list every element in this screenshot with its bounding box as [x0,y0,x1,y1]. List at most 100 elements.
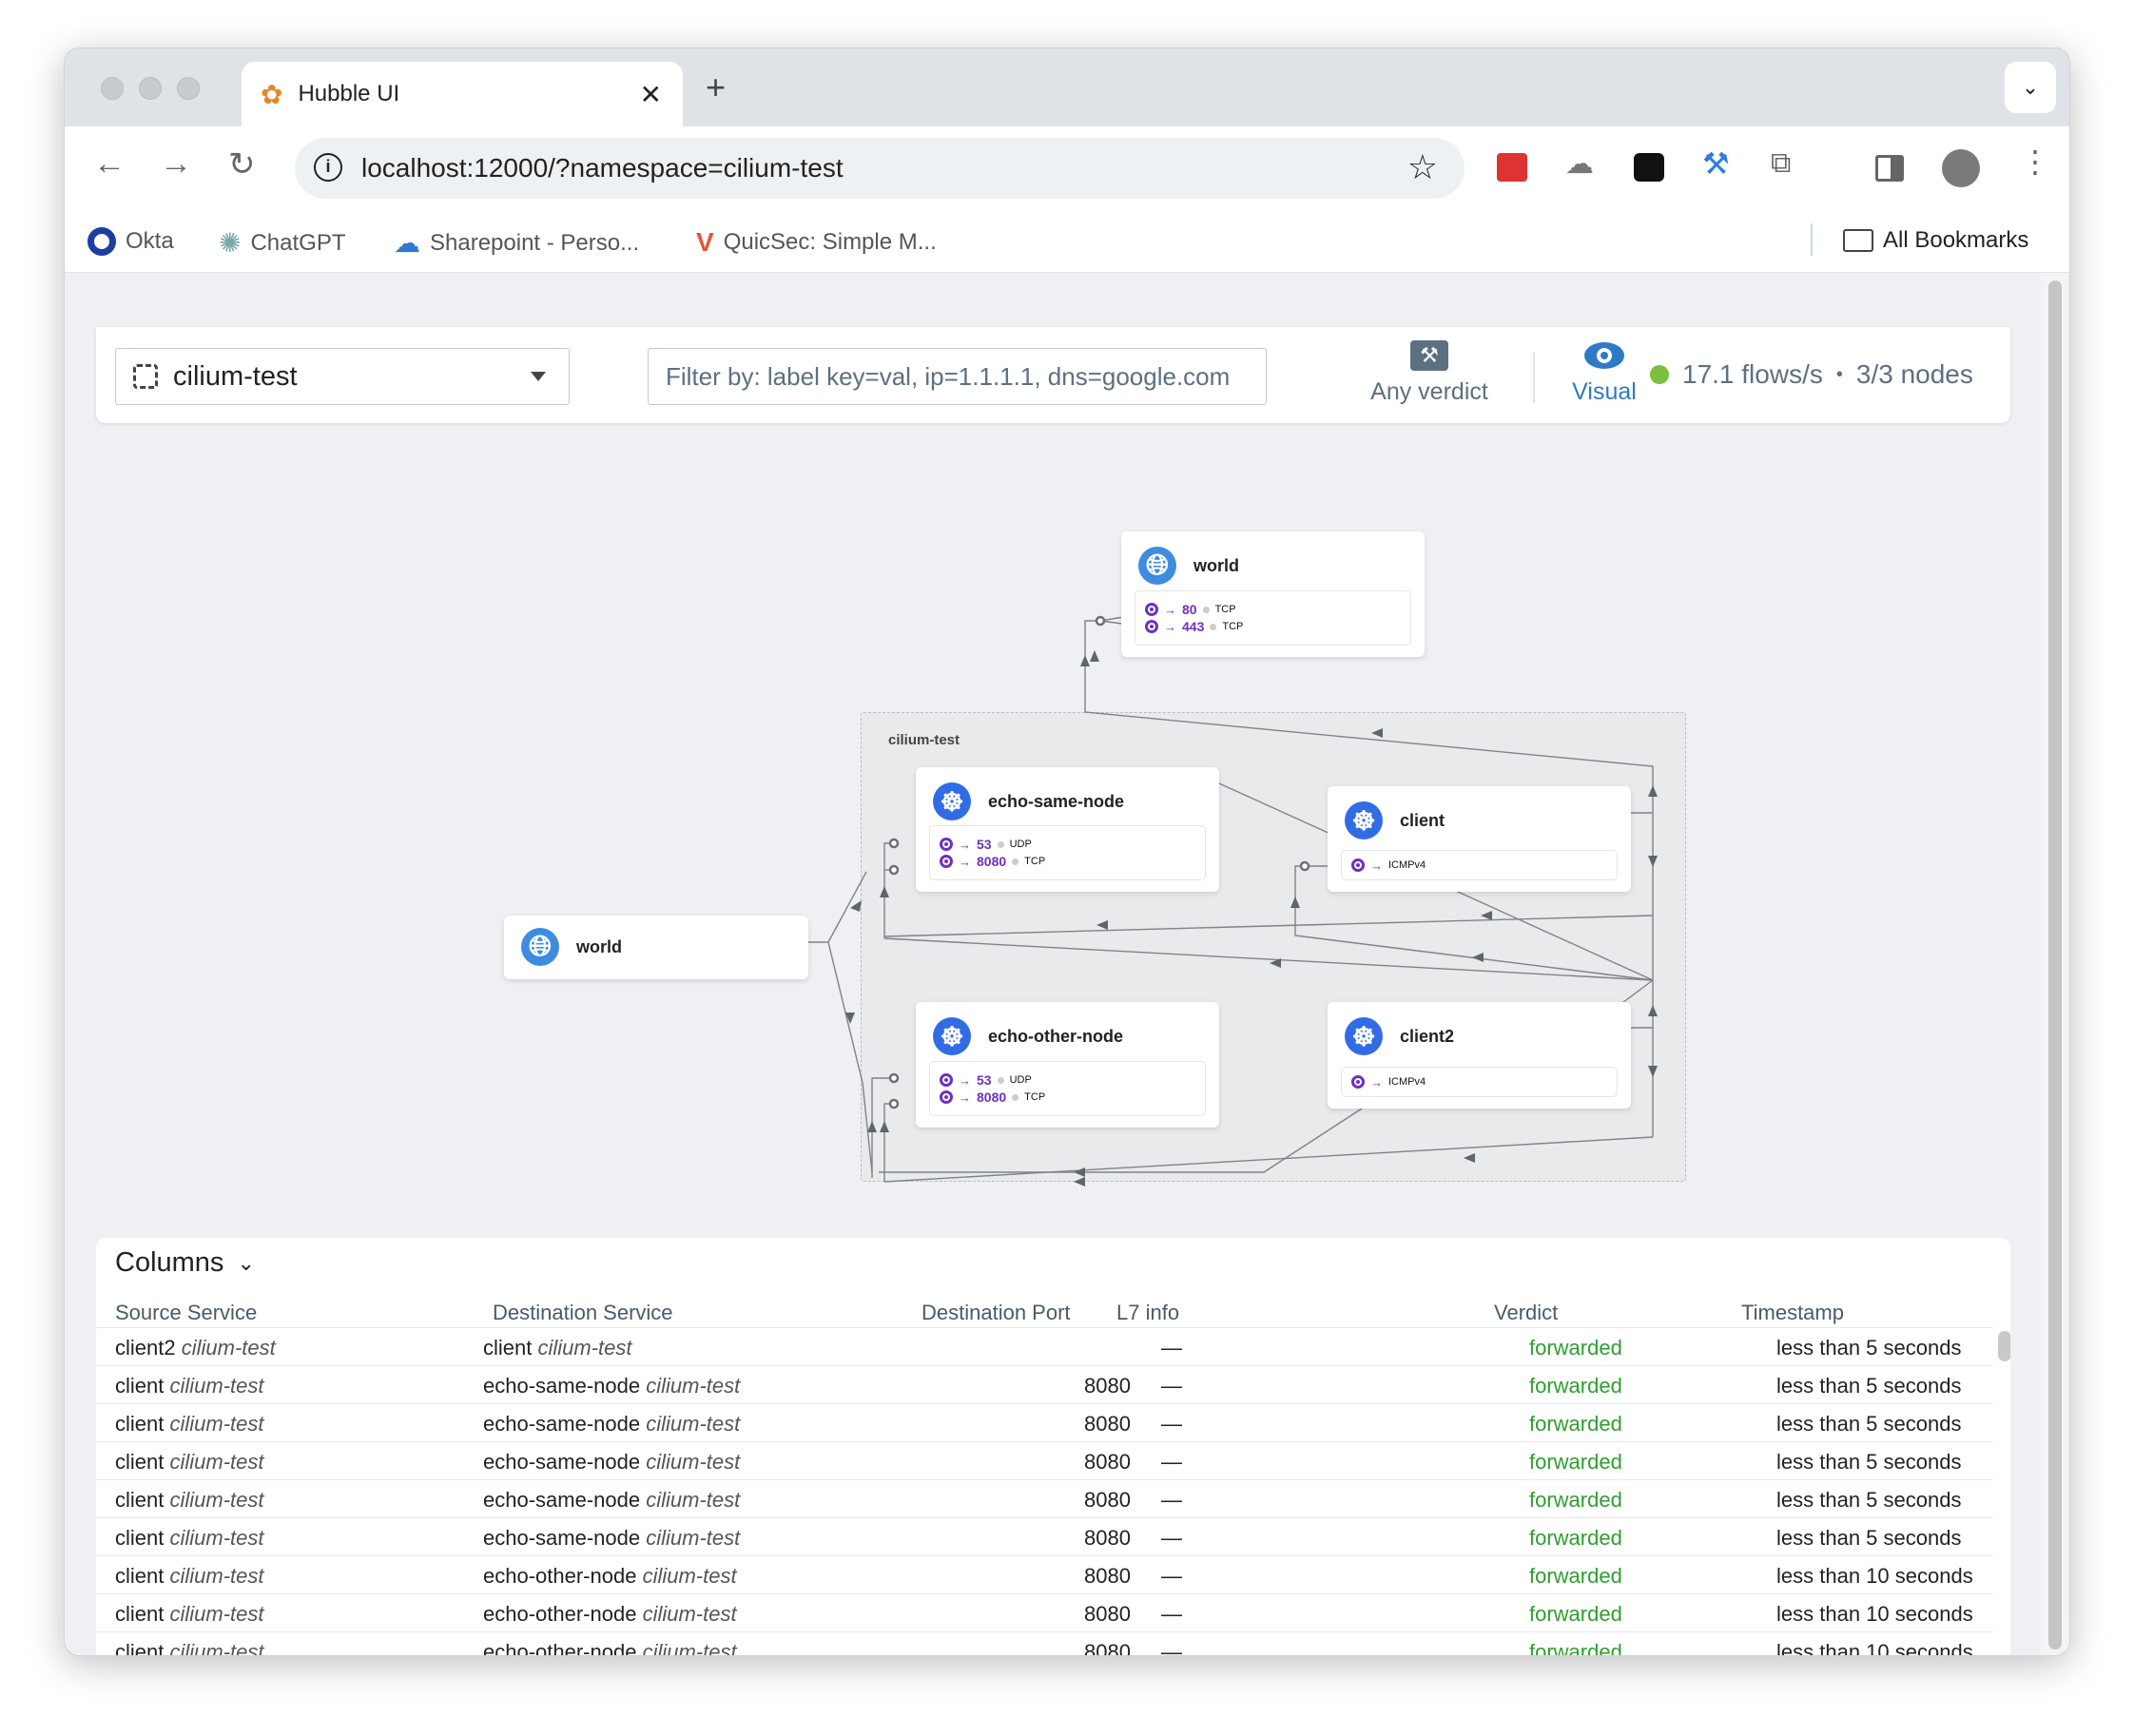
header-source-service[interactable]: Source Service [115,1301,258,1324]
cloud-extension-icon[interactable]: ☁ [1565,148,1594,180]
flow-row[interactable]: client cilium-test echo-same-node cilium-… [96,1479,1993,1517]
node-card-client[interactable]: ☸ client → ICMPv4 [1328,786,1631,892]
flow-row[interactable]: client cilium-test echo-other-node cilium… [96,1593,1993,1631]
visual-toggle-button[interactable]: Visual [1566,340,1642,406]
flow-row[interactable]: client cilium-test echo-same-node cilium-… [96,1365,1993,1403]
node-name: world [1193,555,1239,575]
destination-service-name: echo-same-node [483,1526,641,1550]
tab-hubble-ui[interactable]: ✿ Hubble UI ✕ [242,62,683,126]
site-info-icon[interactable]: i [314,153,342,182]
close-tab-icon[interactable]: ✕ [639,79,662,109]
port-protocol: TCP [1024,1091,1046,1103]
node-card-echo-other-node[interactable]: ☸ echo-other-node → 53 UDP → 8080 TCP [916,1002,1219,1128]
close-window-button[interactable] [101,77,124,100]
verdict: forwarded [1529,1450,1622,1475]
l7-info: — [1161,1564,1182,1589]
filter-input[interactable] [648,348,1267,405]
forward-icon[interactable]: → [160,145,192,182]
flow-row[interactable]: client cilium-test echo-other-node cilium… [96,1555,1993,1593]
timestamp-name: less than 5 seconds [1776,1488,1962,1512]
l7-info: — [1161,1412,1182,1437]
bookmark-quicsec[interactable]: V QuicSec: Simple M... [696,227,937,258]
flow-row[interactable]: client cilium-test echo-same-node cilium-… [96,1441,1993,1479]
l7-info: — [1161,1526,1182,1551]
globe-icon: 🌐︎ [521,928,559,966]
namespace-selector[interactable]: cilium-test [115,348,570,405]
bookmark-label: Sharepoint - Perso... [430,229,640,256]
bookmark-sharepoint[interactable]: ☁ Sharepoint - Perso... [394,227,639,259]
node-card-echo-same-node[interactable]: ☸ echo-same-node → 53 UDP → 8080 TCP [916,767,1219,892]
hubble-app: cilium-test ⚒ Any verdict Visual 17.1 fl… [65,273,2043,1656]
flow-row[interactable]: client cilium-test echo-same-node cilium-… [96,1403,1993,1441]
bookmark-star-icon[interactable]: ☆ [1406,147,1438,186]
hammer-extension-icon[interactable]: ⚒ [1702,146,1730,181]
header-destination-port[interactable]: Destination Port [922,1301,1071,1324]
verdict-name: forwarded [1529,1336,1622,1360]
node-card-world-top[interactable]: 🌐︎ world → 80 TCP → 443 TCP [1121,531,1425,657]
flow-row[interactable]: client cilium-test echo-same-node cilium-… [96,1517,1993,1555]
destination-service: echo-same-node cilium-test [483,1450,740,1475]
table-scrollbar[interactable] [1998,1331,2010,1361]
source-service-namespace: cilium-test [169,1412,264,1436]
destination-service-namespace: cilium-test [642,1564,737,1588]
target-icon [940,838,953,851]
all-bookmarks-label: All Bookmarks [1883,227,2029,253]
port-protocol: TCP [1222,621,1244,632]
verdict: forwarded [1529,1488,1622,1513]
bookmark-chatgpt[interactable]: ✺ ChatGPT [219,227,346,259]
back-icon[interactable]: ← [93,145,126,182]
header-timestamp[interactable]: Timestamp [1741,1301,1844,1324]
flow-row[interactable]: client2 cilium-test client cilium-test — fo… [96,1327,1993,1365]
flow-row[interactable]: client cilium-test echo-other-node cilium… [96,1631,1993,1656]
extensions-puzzle-icon[interactable]: ⧉ [1771,147,1792,179]
kubernetes-icon: ☸ [1345,801,1383,839]
profile-avatar[interactable] [1942,149,1980,187]
bookmark-okta[interactable]: Okta [87,227,174,256]
header-l7-info[interactable]: L7 info [1116,1301,1180,1324]
minimize-window-button[interactable] [139,77,162,100]
target-icon [1145,620,1158,633]
page-scrollbar[interactable] [2041,273,2069,1655]
columns-label: Columns [115,1247,224,1278]
reload-icon[interactable]: ↻ [228,146,256,183]
tab-bar: ✿ Hubble UI ✕ + ⌄ [65,48,2069,126]
node-name: echo-other-node [988,1026,1123,1046]
destination-port-name: 8080 [1084,1640,1131,1656]
new-tab-icon[interactable]: + [706,68,727,106]
address-bar[interactable]: i localhost:12000/?namespace=cilium-test… [295,138,1465,199]
port-number: 8080 [977,854,1007,869]
l7-info-name: — [1161,1564,1182,1588]
port-row: → ICMPv4 [1351,1073,1607,1090]
header-destination-service[interactable]: Destination Service [493,1301,673,1324]
destination-service-namespace: cilium-test [646,1374,741,1398]
all-bookmarks[interactable]: All Bookmarks [1843,227,2028,254]
source-service-name: client [115,1564,165,1588]
port-number: 80 [1182,602,1197,617]
l7-info: — [1161,1450,1182,1475]
verdict: forwarded [1529,1336,1622,1360]
columns-button[interactable]: Columns ⌄ [115,1247,255,1279]
browser-menu-icon[interactable]: ⋮ [2020,145,2050,179]
tab-search-button[interactable]: ⌄ [2005,62,2056,113]
edge-arrow [1080,655,1090,666]
maximize-window-button[interactable] [177,77,200,100]
edge-arrow [1090,650,1099,662]
header-verdict[interactable]: Verdict [1494,1301,1559,1324]
node-card-world-left[interactable]: 🌐︎ world [504,916,808,979]
glasses-extension-icon[interactable] [1634,153,1664,182]
node-name: world [576,936,622,956]
flows-table-panel: Columns ⌄ Source Service Destination Serv… [96,1238,2010,1656]
port-row: → 53 UDP [940,1071,1195,1089]
node-card-client2[interactable]: ☸ client2 → ICMPv4 [1328,1002,1631,1109]
source-service: client cilium-test [115,1488,264,1513]
bookmark-label: Okta [126,228,174,254]
globe-icon: 🌐︎ [1138,547,1176,585]
verdict-filter-button[interactable]: ⚒ Any verdict [1368,340,1491,406]
port-list: → ICMPv4 [1341,1067,1618,1097]
password-manager-extension-icon[interactable] [1497,153,1527,182]
destination-port: 8080 [1084,1526,1131,1551]
destination-service: echo-same-node cilium-test [483,1488,740,1513]
flows-rate: 17.1 flows/s [1682,359,1823,389]
side-panel-icon[interactable] [1875,155,1904,182]
l7-info: — [1161,1374,1182,1398]
